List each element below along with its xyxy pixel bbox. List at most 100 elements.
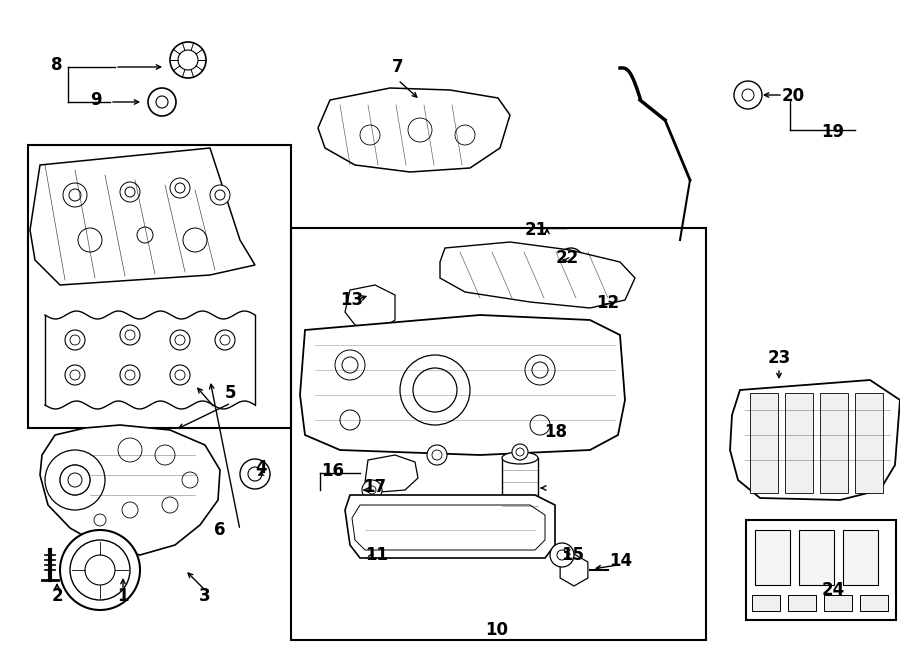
Circle shape <box>427 445 447 465</box>
Bar <box>28 145 291 428</box>
Circle shape <box>248 467 262 481</box>
Circle shape <box>340 410 360 430</box>
Circle shape <box>137 227 153 243</box>
Ellipse shape <box>502 512 538 524</box>
Polygon shape <box>440 242 635 308</box>
Circle shape <box>125 187 135 197</box>
Ellipse shape <box>502 452 538 464</box>
Circle shape <box>362 480 382 500</box>
Circle shape <box>550 543 574 567</box>
Bar <box>746 520 896 620</box>
Text: 22: 22 <box>555 249 579 267</box>
Text: 23: 23 <box>768 349 790 367</box>
Text: 5: 5 <box>225 384 237 402</box>
Circle shape <box>148 88 176 116</box>
Text: 12: 12 <box>597 294 619 312</box>
Circle shape <box>170 42 206 78</box>
Polygon shape <box>30 148 255 285</box>
Bar <box>855 393 883 493</box>
Circle shape <box>65 330 85 350</box>
Circle shape <box>215 330 235 350</box>
Circle shape <box>162 497 178 513</box>
Circle shape <box>65 365 85 385</box>
Polygon shape <box>730 380 900 500</box>
Text: 10: 10 <box>485 621 508 639</box>
Circle shape <box>118 438 142 462</box>
Circle shape <box>63 183 87 207</box>
Circle shape <box>120 365 140 385</box>
Bar <box>785 393 813 493</box>
Circle shape <box>45 450 105 510</box>
Circle shape <box>342 357 358 373</box>
Text: 20: 20 <box>781 87 805 105</box>
Circle shape <box>220 335 230 345</box>
Circle shape <box>68 473 82 487</box>
Bar <box>502 458 538 518</box>
Text: 9: 9 <box>90 91 102 109</box>
Text: 18: 18 <box>544 423 568 441</box>
Bar <box>755 530 790 585</box>
Circle shape <box>215 190 225 200</box>
Circle shape <box>557 550 567 560</box>
Text: 7: 7 <box>392 58 404 76</box>
Circle shape <box>70 370 80 380</box>
Bar <box>799 530 834 585</box>
Circle shape <box>432 450 442 460</box>
Text: 24: 24 <box>822 581 844 599</box>
Bar <box>824 595 852 611</box>
Text: 11: 11 <box>365 546 389 564</box>
Circle shape <box>516 448 524 456</box>
Circle shape <box>525 355 555 385</box>
Bar <box>788 595 816 611</box>
Text: 16: 16 <box>321 462 345 480</box>
Polygon shape <box>345 495 555 558</box>
Circle shape <box>368 486 376 494</box>
Circle shape <box>559 248 583 272</box>
Circle shape <box>120 182 140 202</box>
Circle shape <box>69 189 81 201</box>
Text: 4: 4 <box>256 459 266 477</box>
Circle shape <box>182 472 198 488</box>
Circle shape <box>360 125 380 145</box>
Circle shape <box>183 228 207 252</box>
Text: 6: 6 <box>214 521 226 539</box>
Text: 14: 14 <box>609 552 633 570</box>
Polygon shape <box>40 425 220 555</box>
Polygon shape <box>365 455 418 492</box>
Circle shape <box>70 335 80 345</box>
Polygon shape <box>345 285 395 330</box>
Circle shape <box>335 350 365 380</box>
Bar <box>820 393 848 493</box>
Circle shape <box>125 370 135 380</box>
Text: 15: 15 <box>562 546 584 564</box>
Circle shape <box>178 50 198 70</box>
Circle shape <box>60 465 90 495</box>
Bar <box>843 530 878 585</box>
Circle shape <box>60 465 90 495</box>
Circle shape <box>122 502 138 518</box>
Circle shape <box>94 514 106 526</box>
Circle shape <box>400 355 470 425</box>
Polygon shape <box>318 88 510 172</box>
Polygon shape <box>300 315 625 455</box>
Circle shape <box>210 185 230 205</box>
Bar <box>860 595 888 611</box>
Circle shape <box>170 365 190 385</box>
Text: 19: 19 <box>822 123 844 141</box>
Circle shape <box>175 335 185 345</box>
Circle shape <box>85 555 115 585</box>
Text: 21: 21 <box>525 221 547 239</box>
Circle shape <box>170 330 190 350</box>
Circle shape <box>413 368 457 412</box>
Bar <box>750 393 778 493</box>
Circle shape <box>408 118 432 142</box>
Circle shape <box>170 178 190 198</box>
Text: 8: 8 <box>51 56 63 74</box>
Circle shape <box>455 125 475 145</box>
Bar <box>291 228 706 640</box>
Text: 2: 2 <box>51 587 63 605</box>
Circle shape <box>512 444 528 460</box>
Circle shape <box>78 228 102 252</box>
Circle shape <box>742 89 754 101</box>
Circle shape <box>734 81 762 109</box>
